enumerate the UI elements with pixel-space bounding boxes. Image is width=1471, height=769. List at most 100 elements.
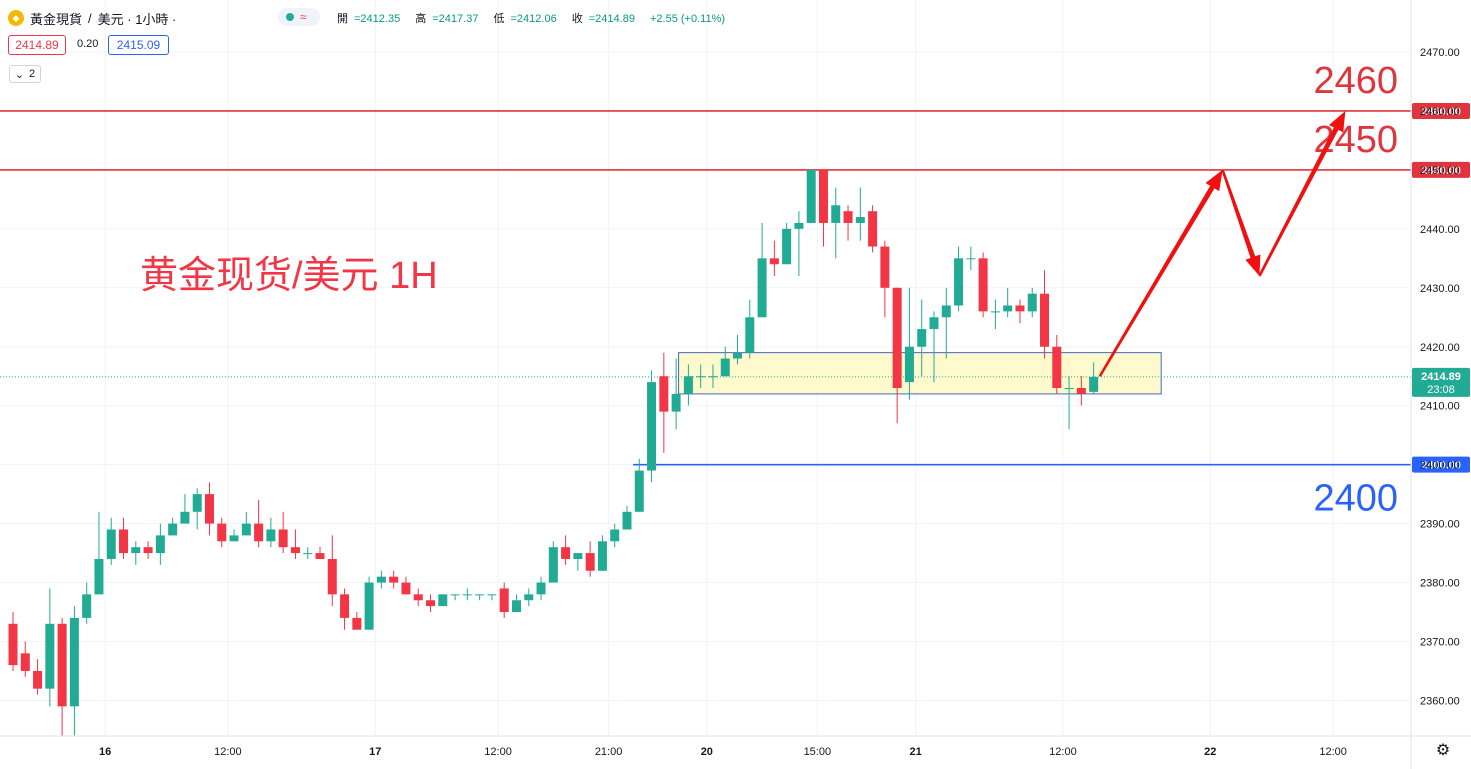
candle-body bbox=[1064, 388, 1074, 390]
candle-body bbox=[769, 258, 779, 265]
candle-body bbox=[524, 594, 534, 601]
candle-body bbox=[966, 258, 976, 260]
sell-button[interactable]: 2414.89 bbox=[8, 35, 66, 55]
level-axis-label-2450: 2450.00 bbox=[1421, 165, 1461, 177]
candle-body bbox=[904, 346, 914, 383]
candle-body bbox=[290, 547, 300, 554]
candle-body bbox=[1040, 293, 1050, 347]
candle-body bbox=[647, 382, 657, 471]
candle-body bbox=[241, 523, 251, 536]
candle-body bbox=[941, 305, 951, 318]
candle-body bbox=[487, 594, 497, 596]
consolidation-zone-box[interactable] bbox=[678, 352, 1162, 395]
candle-body bbox=[413, 594, 423, 601]
low-label: 低 bbox=[493, 13, 505, 25]
candle-body bbox=[119, 529, 129, 554]
consolidation-zone bbox=[678, 352, 1162, 395]
candle-body bbox=[401, 582, 411, 595]
spread-value: 0.20 bbox=[77, 38, 99, 50]
candle-body bbox=[806, 169, 816, 223]
symbol-header[interactable]: ◆ 黃金現貨 / 美元 · 1小時 · bbox=[8, 8, 176, 28]
candle-body bbox=[352, 617, 362, 630]
candle-body bbox=[376, 576, 386, 583]
candle-body bbox=[180, 511, 190, 524]
candle-body bbox=[696, 376, 706, 378]
candle-body bbox=[855, 217, 865, 223]
candle-body bbox=[757, 258, 767, 318]
candle-body bbox=[880, 246, 890, 288]
time-tick-label: 12:00 bbox=[1319, 746, 1347, 758]
candle-body bbox=[69, 617, 79, 707]
time-tick-label: 20 bbox=[701, 746, 713, 758]
candle-body bbox=[818, 169, 828, 223]
candle-body bbox=[33, 670, 43, 689]
level-axis-badge-2400 bbox=[1412, 456, 1470, 473]
price-levels: 2460.00 2460 2450.00 2450 2400.00 2400 2414.89… bbox=[0, 60, 1470, 520]
ohlc-readout: 開 =2412.35 高 =2417.37 低 =2412.06 收 =2414.89 … bbox=[337, 10, 731, 26]
candle-body bbox=[168, 523, 178, 536]
candle-body bbox=[57, 623, 67, 707]
gear-icon[interactable]: ⚙ bbox=[1435, 742, 1451, 759]
price-tick-label: 2460.00 bbox=[1420, 106, 1460, 118]
price-tick-label: 2450.00 bbox=[1420, 165, 1460, 177]
candle-body bbox=[254, 523, 264, 542]
price-tick-label: 2370.00 bbox=[1420, 637, 1460, 649]
level-axis-badge-2460 bbox=[1412, 102, 1470, 119]
candle-body bbox=[315, 553, 325, 559]
candle-body bbox=[1015, 305, 1025, 312]
indicators-toggle[interactable]: ⌄ 2 bbox=[9, 65, 41, 83]
candle-body bbox=[597, 541, 607, 571]
time-tick-label: 22 bbox=[1204, 746, 1216, 758]
high-value: =2417.37 bbox=[432, 13, 479, 25]
candle-body bbox=[917, 329, 927, 347]
time-tick-label: 21 bbox=[909, 746, 921, 758]
candle-body bbox=[1027, 293, 1037, 312]
level-axis-label-2400: 2400.00 bbox=[1421, 460, 1461, 472]
candle-body bbox=[204, 494, 214, 524]
candle-body bbox=[954, 258, 964, 306]
candles bbox=[8, 169, 1099, 736]
candle-body bbox=[20, 653, 30, 671]
level-axis-label-2460: 2460.00 bbox=[1421, 106, 1461, 118]
candle-body bbox=[511, 600, 521, 613]
candle-body bbox=[720, 358, 730, 377]
level-axis-badge-2450 bbox=[1412, 161, 1470, 178]
chart-annotation: 黄金现货/美元 1H bbox=[140, 255, 438, 297]
symbol-separator: / bbox=[88, 10, 92, 26]
quote-interval[interactable]: 美元 · 1小時 · bbox=[97, 11, 177, 27]
candle-body bbox=[475, 594, 485, 596]
forecast-arrow bbox=[1258, 110, 1346, 277]
open-value: =2412.35 bbox=[354, 13, 401, 25]
candle-body bbox=[610, 529, 620, 542]
candle-body bbox=[733, 352, 743, 359]
forecast-arrows: 黄金现货/美元 1H bbox=[140, 110, 1346, 377]
buy-button[interactable]: 2415.09 bbox=[108, 35, 169, 55]
candle-body bbox=[990, 311, 1000, 313]
candle-body bbox=[217, 523, 227, 542]
candle-body bbox=[229, 535, 239, 542]
candle-body bbox=[892, 287, 902, 389]
candle-body bbox=[450, 594, 460, 596]
candle-body bbox=[1052, 346, 1062, 389]
candle-body bbox=[831, 205, 841, 223]
candle-body bbox=[794, 222, 804, 229]
candle-body bbox=[106, 529, 116, 559]
close-value: =2414.89 bbox=[588, 13, 635, 25]
candle-body bbox=[1003, 305, 1013, 312]
candle-body bbox=[462, 594, 472, 596]
level-big-label-2460: 2460 bbox=[1313, 60, 1398, 102]
candle-body bbox=[45, 623, 55, 689]
price-tick-label: 2380.00 bbox=[1420, 578, 1460, 590]
symbol-name[interactable]: 黃金現貨 bbox=[30, 11, 83, 27]
candle-body bbox=[708, 376, 718, 378]
indicator-count: 2 bbox=[29, 68, 36, 80]
candle-body bbox=[426, 600, 436, 607]
forecast-arrow bbox=[1098, 169, 1223, 377]
last-price-badge bbox=[1412, 367, 1470, 397]
candle-body bbox=[1076, 388, 1086, 394]
candle-body bbox=[1089, 376, 1099, 392]
market-status-pill[interactable]: ≈ bbox=[278, 8, 320, 26]
candle-body bbox=[561, 547, 571, 559]
